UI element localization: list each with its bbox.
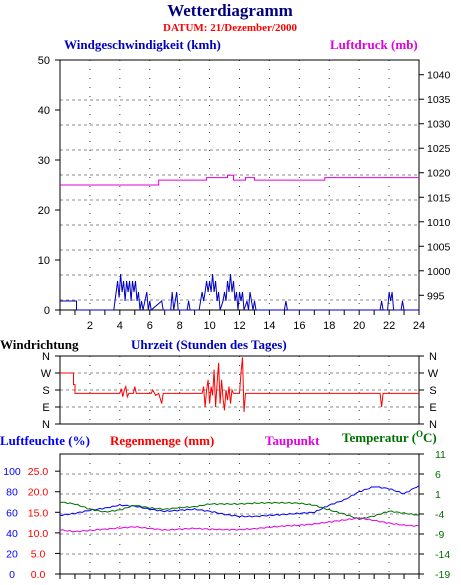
- chart-date: DATUM: 21/Dezember/2000: [163, 22, 297, 34]
- temperature-unit-text: C): [423, 430, 437, 445]
- pressure-tick-label: 1030: [427, 119, 451, 131]
- hour-tick-label: 22: [383, 320, 395, 332]
- pressure-tick-label: 1010: [427, 217, 451, 229]
- panel2-axes: N NW WS SE EN N: [41, 351, 439, 431]
- pressure-tick-label: 1040: [427, 70, 451, 82]
- pressure-line: [60, 174, 419, 186]
- rain-tick-label: 25.0: [28, 466, 49, 478]
- pressure-axis-title: Luftdruck (mb): [330, 37, 418, 52]
- humidity-tick-label: 20: [6, 548, 18, 560]
- pressure-tick-label: 995: [427, 290, 445, 302]
- hour-tick-label: 16: [293, 320, 305, 332]
- direction-tick-label: E: [42, 402, 49, 414]
- rain-tick-label: 5.0: [31, 548, 46, 560]
- temperature-tick-label: -19: [435, 569, 450, 581]
- wind-speed-line: [60, 273, 419, 311]
- direction-tick-label: N: [42, 419, 50, 431]
- hour-tick-label: 12: [233, 320, 245, 332]
- temperature-tick-label: -9: [435, 529, 444, 541]
- wind-tick-label: 50: [38, 55, 50, 67]
- humidity-tick-label: 0: [9, 569, 15, 581]
- direction-tick-label-right: W: [428, 368, 439, 380]
- wind-speed-axis-title: Windgeschwindigkeit (kmh): [64, 37, 221, 52]
- panel1-axes: 0102030405099510001005101010151020102510…: [38, 55, 451, 332]
- rain-tick-label: 15.0: [28, 507, 49, 519]
- dewpoint-line: [59, 517, 420, 533]
- direction-tick-label-right: E: [429, 402, 436, 414]
- rain-tick-label: 0.0: [31, 569, 46, 581]
- pressure-tick-label: 1020: [427, 168, 451, 180]
- wind-tick-label: 30: [38, 155, 50, 167]
- rain-axis-title: Regenmenge (mm): [110, 433, 214, 448]
- hour-tick-label: 2: [87, 320, 93, 332]
- temperature-tick-label: 1: [435, 489, 441, 501]
- panel3-series: [59, 485, 420, 533]
- wind-tick-label: 20: [38, 205, 50, 217]
- pressure-tick-label: 1000: [427, 266, 451, 278]
- rain-tick-label: 20.0: [28, 487, 49, 499]
- hour-tick-label: 8: [177, 320, 183, 332]
- wind-tick-label: 40: [38, 105, 50, 117]
- hour-tick-label: 20: [353, 320, 365, 332]
- dewpoint-legend: Taupunkt: [265, 433, 320, 448]
- degree-superscript: O: [416, 429, 423, 439]
- direction-tick-label: W: [41, 368, 52, 380]
- pressure-tick-label: 1025: [427, 143, 451, 155]
- wind-tick-label: 0: [44, 305, 50, 317]
- panel1-series: [60, 174, 419, 311]
- hour-tick-label: 6: [147, 320, 153, 332]
- time-axis-label: Uhrzeit (Stunden des Tages): [131, 337, 287, 352]
- chart-title: Wetterdiagramm: [167, 1, 293, 20]
- temperature-label-text: Temperatur (: [342, 430, 416, 445]
- direction-tick-label-right: N: [429, 351, 437, 363]
- direction-tick-label-right: N: [429, 419, 437, 431]
- panel2-series: [60, 357, 419, 412]
- wind-tick-label: 10: [38, 255, 50, 267]
- wind-direction-line: [60, 357, 419, 412]
- pressure-tick-label: 1015: [427, 192, 451, 204]
- wind-direction-title: Windrichtung: [0, 337, 79, 352]
- temperature-tick-label: -14: [435, 549, 450, 561]
- rain-tick-label: 10.0: [28, 528, 49, 540]
- direction-tick-label: N: [42, 351, 50, 363]
- panel3-axes: 0 0.0 20 5.0 40 10.0 60 15.0 80 20.0 100 25.0 -19 -14…: [3, 449, 450, 581]
- humidity-tick-label: 60: [6, 507, 18, 519]
- temperature-line: [59, 501, 420, 521]
- panel3-grid: [60, 454, 419, 574]
- hour-tick-label: 24: [413, 320, 425, 332]
- humidity-tick-label: 100: [3, 466, 21, 478]
- hour-tick-label: 10: [203, 320, 215, 332]
- temperature-tick-label: -4: [435, 509, 444, 521]
- humidity-axis-title: Luftfeuchte (%): [0, 433, 90, 448]
- humidity-tick-label: 40: [6, 528, 18, 540]
- humidity-line: [59, 485, 420, 518]
- temperature-tick-label: 11: [435, 449, 446, 461]
- temperature-tick-label: 6: [435, 469, 441, 481]
- hour-tick-label: 4: [117, 320, 123, 332]
- pressure-tick-label: 1005: [427, 241, 451, 253]
- temperature-axis-title: Temperatur (OC): [342, 429, 437, 445]
- direction-tick-label-right: S: [429, 385, 436, 397]
- hour-tick-label: 14: [263, 320, 275, 332]
- hour-tick-label: 18: [323, 320, 335, 332]
- pressure-tick-label: 1035: [427, 94, 451, 106]
- humidity-tick-label: 80: [6, 487, 18, 499]
- direction-tick-label: S: [42, 385, 49, 397]
